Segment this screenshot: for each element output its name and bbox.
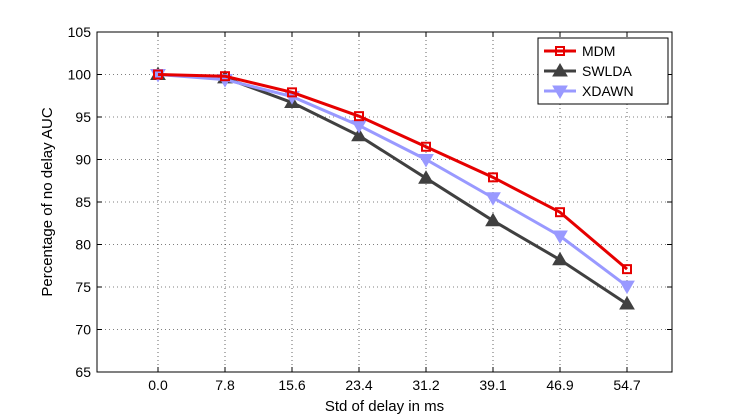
series-line-mdm (157, 73, 628, 271)
y-tick-label: 85 (75, 194, 91, 210)
legend: MDM SWLDA XDAWN (537, 37, 669, 105)
data-point-mdm (287, 87, 297, 98)
legend-item-mdm: MDM (544, 43, 615, 59)
series-line-xdawn (157, 73, 628, 288)
x-tick-label: 46.9 (546, 377, 573, 393)
data-point-xdawn (418, 154, 434, 168)
y-tick-label: 70 (75, 322, 91, 338)
data-point-mdm (153, 69, 163, 80)
x-tick-label: 23.4 (345, 377, 372, 393)
legend-label: XDAWN (582, 83, 634, 99)
x-tick-label: 39.1 (479, 377, 506, 393)
data-point-xdawn (552, 230, 568, 244)
legend-label: MDM (582, 43, 615, 59)
data-point-mdm (555, 207, 565, 218)
data-point-swlda (418, 170, 434, 184)
legend-swatch-marker (552, 63, 568, 77)
y-tick-label: 65 (75, 364, 91, 380)
data-point-swlda (619, 296, 635, 310)
x-tick-label: 7.8 (215, 377, 235, 393)
y-axis: 65 70 75 80 85 90 95 100 105 (68, 24, 672, 380)
x-tick-label: 0.0 (148, 377, 168, 393)
x-tick-label: 31.2 (412, 377, 439, 393)
data-point-xdawn (619, 280, 635, 295)
x-tick-label: 15.6 (278, 377, 305, 393)
data-point-swlda (552, 251, 568, 266)
data-point-mdm (220, 71, 230, 82)
x-axis: 0.0 7.8 15.6 23.4 31.2 39.1 46.9 54.7 (148, 32, 641, 393)
y-tick-label: 90 (75, 152, 91, 168)
y-tick-label: 95 (75, 109, 91, 125)
data-point-xdawn (485, 192, 501, 206)
data-point-swlda (485, 212, 501, 227)
series-layer (150, 66, 635, 310)
data-point-mdm (488, 172, 498, 183)
y-tick-label: 75 (75, 279, 91, 295)
y-tick-label: 105 (68, 24, 92, 40)
data-point-swlda (351, 127, 367, 142)
series-line-swlda (157, 73, 628, 306)
legend-item-swlda: SWLDA (544, 63, 632, 79)
data-point-mdm (354, 111, 364, 122)
data-point-mdm (421, 141, 431, 152)
legend-item-xdawn: XDAWN (544, 83, 634, 99)
x-axis-label: Std of delay in ms (325, 398, 444, 415)
series-mdm (153, 69, 632, 275)
y-axis-label: Percentage of no delay AUC (39, 107, 56, 296)
legend-swatch-marker (552, 85, 568, 99)
data-point-mdm (622, 264, 632, 275)
legend-swatch-marker (555, 46, 565, 56)
legend-label: SWLDA (582, 63, 632, 79)
y-tick-label: 80 (75, 237, 91, 253)
y-tick-label: 100 (68, 67, 92, 83)
x-tick-label: 54.7 (613, 377, 640, 393)
